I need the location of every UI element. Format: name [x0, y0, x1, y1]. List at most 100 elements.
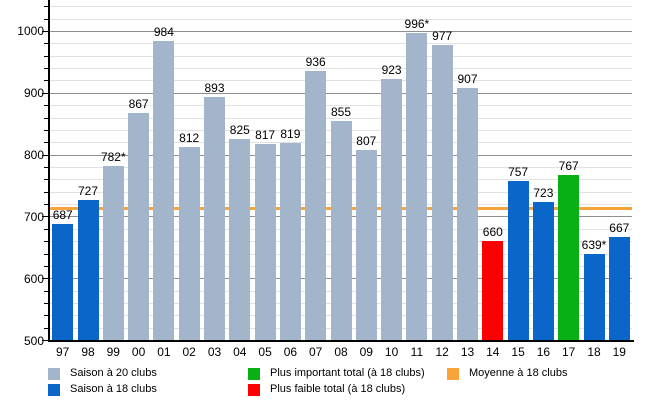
minor-tick: [44, 228, 48, 230]
x-axis-label: 06: [283, 345, 298, 359]
y-axis-line: [48, 0, 50, 342]
y-axis-label: 500: [23, 333, 44, 348]
bar-06: [279, 142, 301, 340]
bar-value-label: 996*: [404, 17, 430, 32]
major-tick: [42, 278, 48, 280]
major-tick: [42, 216, 48, 218]
y-axis-label: 800: [23, 148, 44, 162]
minor-tick: [44, 142, 48, 144]
legend-item-plus-important-total: Plus important total (à 18 clubs): [248, 367, 425, 380]
minor-tick: [44, 117, 48, 119]
x-axis-label: 04: [233, 345, 247, 359]
x-axis-label: 00: [131, 345, 146, 359]
minor-tick: [44, 80, 48, 82]
bar-02: [178, 147, 200, 340]
y-axis-label: 600: [23, 271, 44, 286]
major-gridline: [50, 30, 632, 32]
bar-08: [330, 120, 352, 340]
minor-tick: [44, 204, 48, 205]
bar-13: [457, 88, 478, 340]
bar-14: [482, 241, 504, 340]
legend-swatch-plus-faible-total: [248, 383, 260, 396]
minor-tick: [44, 302, 48, 304]
bar-value-label: 893: [204, 81, 225, 96]
legend: Saison à 20 clubs Saison à 18 clubs Plus…: [0, 362, 650, 400]
bar-value-label: 757: [508, 165, 529, 180]
minor-tick: [44, 18, 48, 20]
x-axis-label: 97: [56, 345, 70, 359]
bar-value-label: 639*: [581, 238, 607, 253]
bar-09: [355, 150, 377, 340]
legend-label: Saison à 20 clubs: [70, 367, 157, 379]
x-axis-label: 07: [309, 345, 323, 359]
bar-07: [305, 70, 327, 340]
minor-tick: [44, 6, 48, 8]
legend-label: Plus faible total (à 18 clubs): [270, 383, 406, 395]
bar-97: [52, 224, 74, 340]
minor-tick: [44, 105, 48, 107]
bar-value-label: 727: [77, 183, 99, 198]
x-axis-label: 05: [258, 345, 272, 359]
minor-gridline: [50, 43, 632, 45]
legend-label: Plus important total (à 18 clubs): [270, 367, 425, 379]
minor-gridline: [50, 55, 632, 57]
x-axis-label: 18: [587, 345, 601, 359]
minor-gridline: [50, 117, 632, 119]
major-tick: [42, 92, 48, 94]
minor-gridline: [50, 68, 632, 69]
minor-gridline: [50, 18, 632, 20]
x-axis-line: [48, 340, 634, 342]
minor-gridline: [50, 105, 632, 107]
minor-tick: [44, 129, 48, 131]
major-tick: [42, 154, 48, 156]
x-axis-label: 09: [359, 345, 373, 359]
minor-gridline: [50, 6, 632, 8]
x-axis-label: 14: [486, 345, 500, 359]
plot-area: 687 727 782* 867 984 812 893 825 817 819 936 855 807…: [50, 0, 632, 340]
bar-value-label: 660: [482, 225, 503, 240]
bar-11: [406, 33, 428, 340]
x-axis-label: 03: [207, 345, 222, 359]
bar-value-label: 825: [229, 123, 250, 138]
bar-18: [583, 254, 605, 340]
x-axis-label: 19: [612, 345, 626, 359]
x-axis-label: 99: [106, 345, 120, 359]
bar-value-label: 767: [558, 158, 579, 173]
bar-value-label: 923: [381, 62, 402, 77]
minor-tick: [44, 327, 48, 329]
bar-05: [254, 144, 276, 340]
legend-swatch-saison-18-clubs: [48, 383, 60, 396]
bar-value-label: 807: [356, 134, 377, 149]
x-axis-label: 12: [435, 345, 449, 359]
bar-10: [381, 78, 403, 340]
legend-swatch-moyenne: [447, 367, 459, 380]
minor-tick: [44, 68, 48, 69]
major-tick: [42, 340, 48, 341]
bar-value-label: 977: [432, 29, 453, 44]
major-gridline: [50, 92, 632, 94]
bar-value-label: 819: [280, 126, 301, 141]
minor-tick: [44, 55, 48, 57]
minor-tick: [44, 253, 48, 255]
bar-16: [532, 202, 554, 340]
bar-15: [507, 181, 529, 340]
x-axis-label: 10: [384, 345, 399, 359]
minor-tick: [44, 43, 48, 45]
legend-item-saison-20-clubs: Saison à 20 clubs: [48, 367, 157, 380]
bar-value-label: 812: [179, 131, 200, 146]
x-axis-label: 11: [410, 345, 424, 359]
bar-19: [608, 236, 630, 340]
bar-value-label: 817: [255, 128, 276, 142]
legend-item-saison-18-clubs: Saison à 18 clubs: [48, 383, 157, 396]
bar-value-label: 782*: [100, 149, 126, 164]
bar-value-label: 907: [457, 72, 478, 87]
x-axis-label: 13: [460, 345, 475, 359]
minor-tick: [44, 179, 48, 181]
x-axis-label: 15: [511, 345, 525, 359]
bar-value-label: 687: [52, 208, 73, 223]
bar-00: [128, 113, 150, 340]
x-axis-label: 16: [536, 345, 551, 359]
y-axis-label: 1000: [17, 24, 44, 39]
bar-98: [77, 199, 99, 340]
